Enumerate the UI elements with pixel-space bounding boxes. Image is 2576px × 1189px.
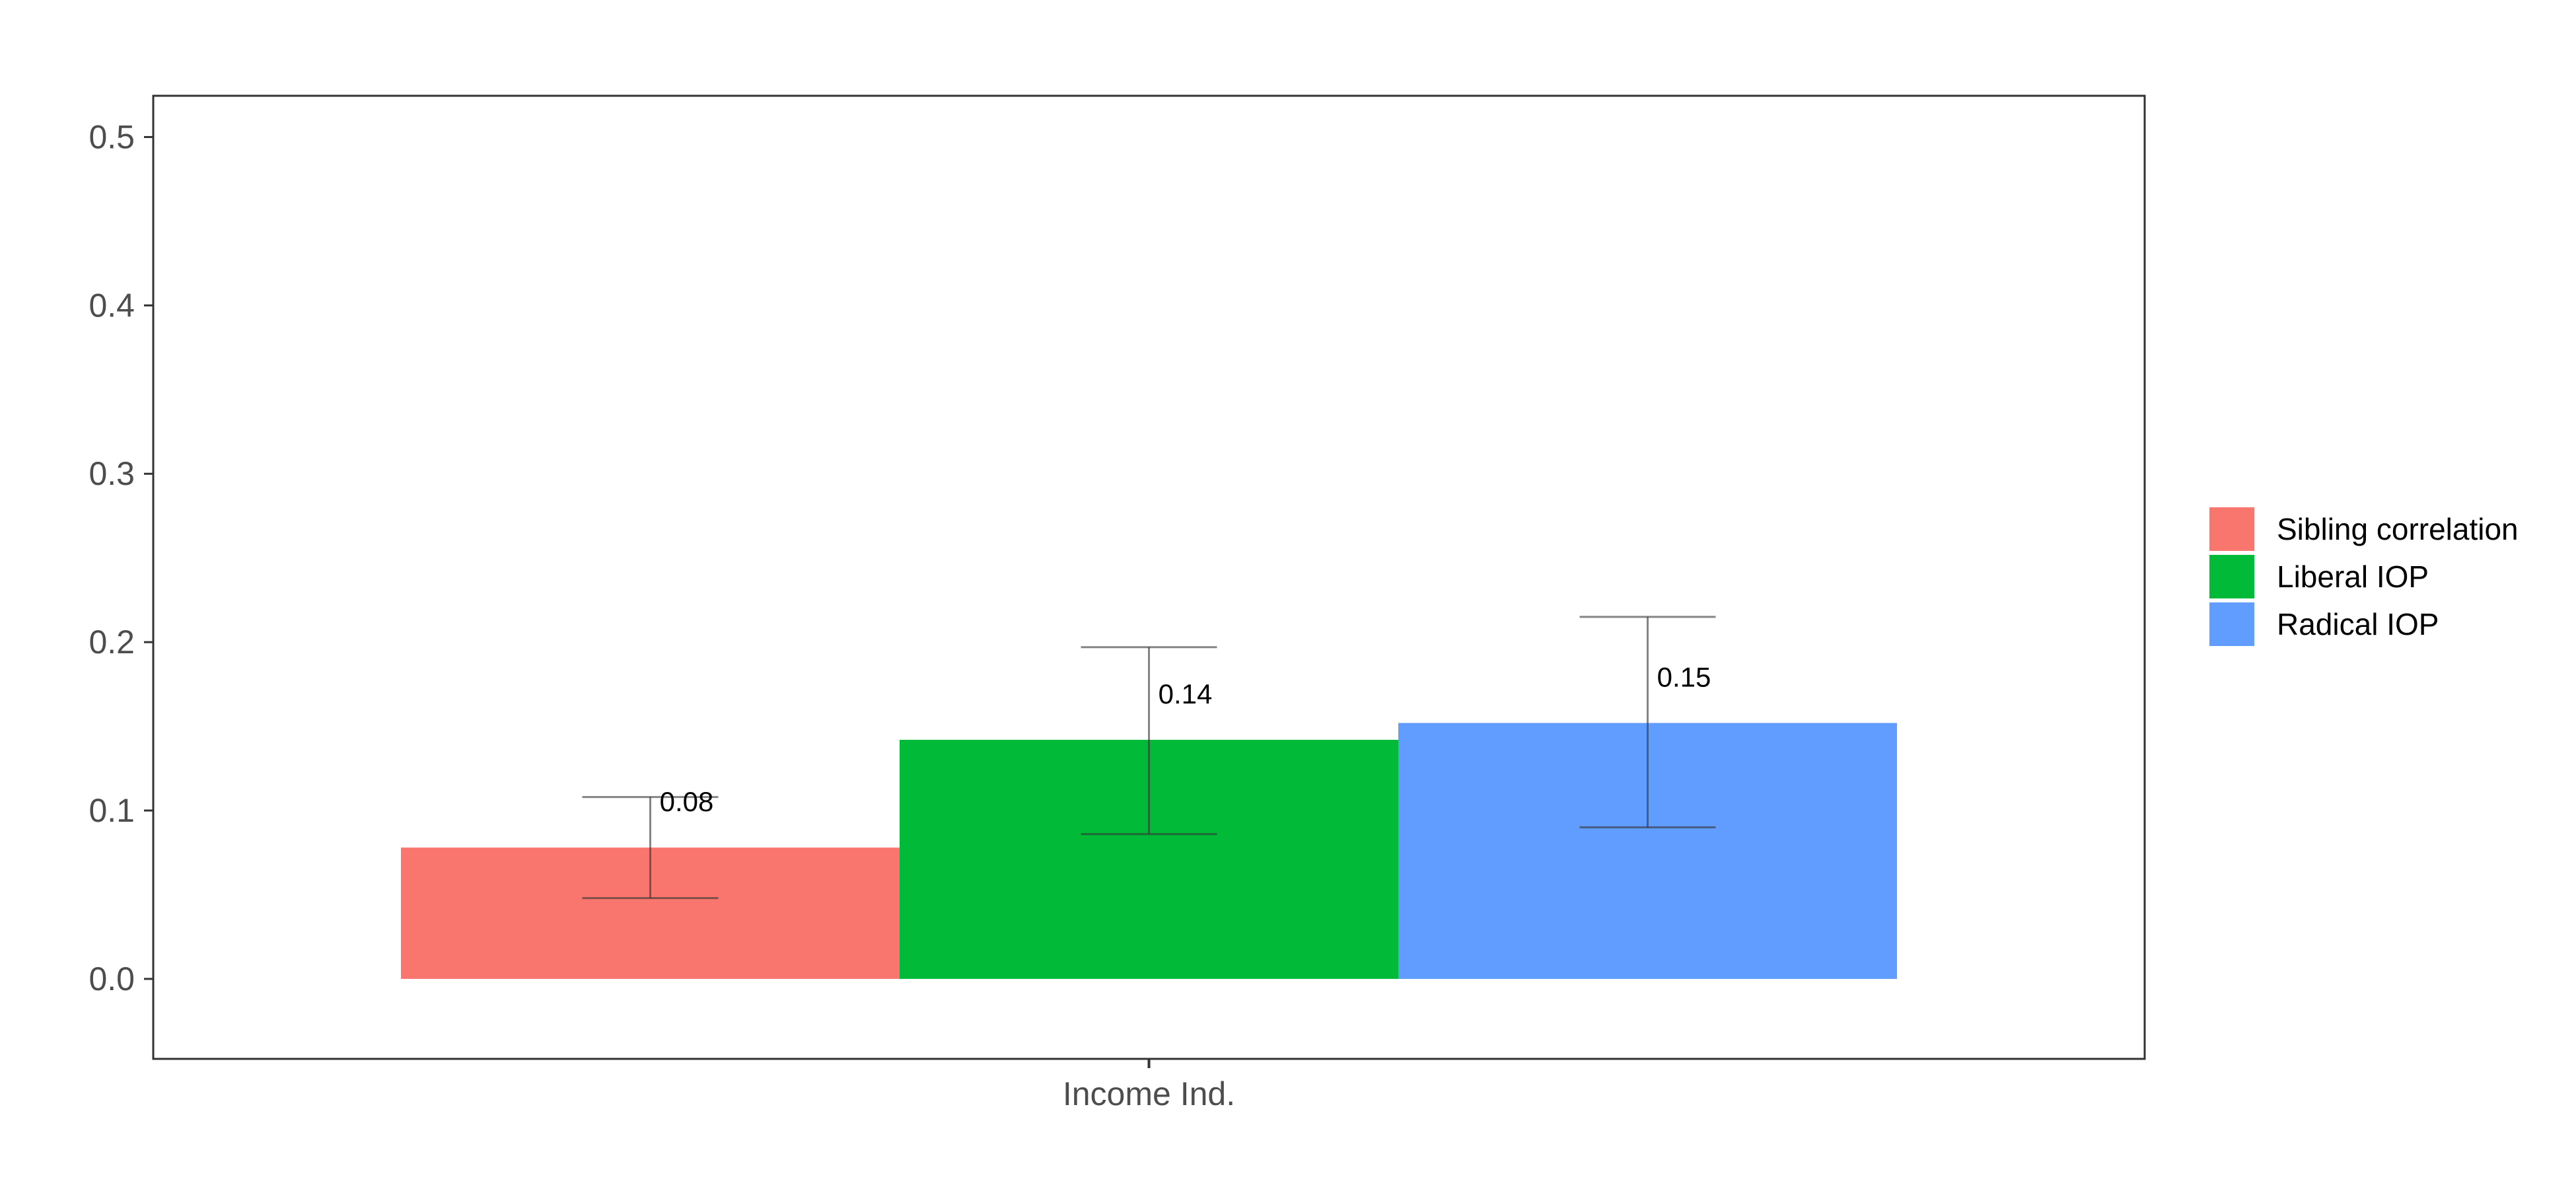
y-axis: 0.0 0.1 0.2 0.3 0.4 0.5 <box>89 118 153 997</box>
y-tick-label: 0.0 <box>89 960 135 997</box>
legend-label: Liberal IOP <box>2277 559 2429 594</box>
legend-key-3 <box>2209 602 2254 646</box>
legend-key-1 <box>2209 507 2254 551</box>
y-tick-label: 0.3 <box>89 455 135 492</box>
legend-label: Radical IOP <box>2277 607 2439 641</box>
legend-key-2 <box>2209 555 2254 598</box>
y-tick-label: 0.4 <box>89 287 135 324</box>
legend: Sibling correlation Liberal IOP Radical IO… <box>2209 507 2519 646</box>
error-bars <box>582 616 1716 900</box>
x-tick-label: Income Ind. <box>1063 1075 1235 1112</box>
y-tick-label: 0.2 <box>89 624 135 661</box>
x-axis: Income Ind. <box>1063 1059 1235 1112</box>
data-label: 0.15 <box>1657 661 1711 692</box>
data-label: 0.08 <box>660 786 714 817</box>
data-label: 0.14 <box>1159 678 1213 709</box>
y-tick-label: 0.1 <box>89 792 135 829</box>
legend-label: Sibling correlation <box>2277 512 2519 546</box>
y-tick-label: 0.5 <box>89 118 135 155</box>
data-labels: 0.08 0.14 0.15 <box>660 661 1711 817</box>
